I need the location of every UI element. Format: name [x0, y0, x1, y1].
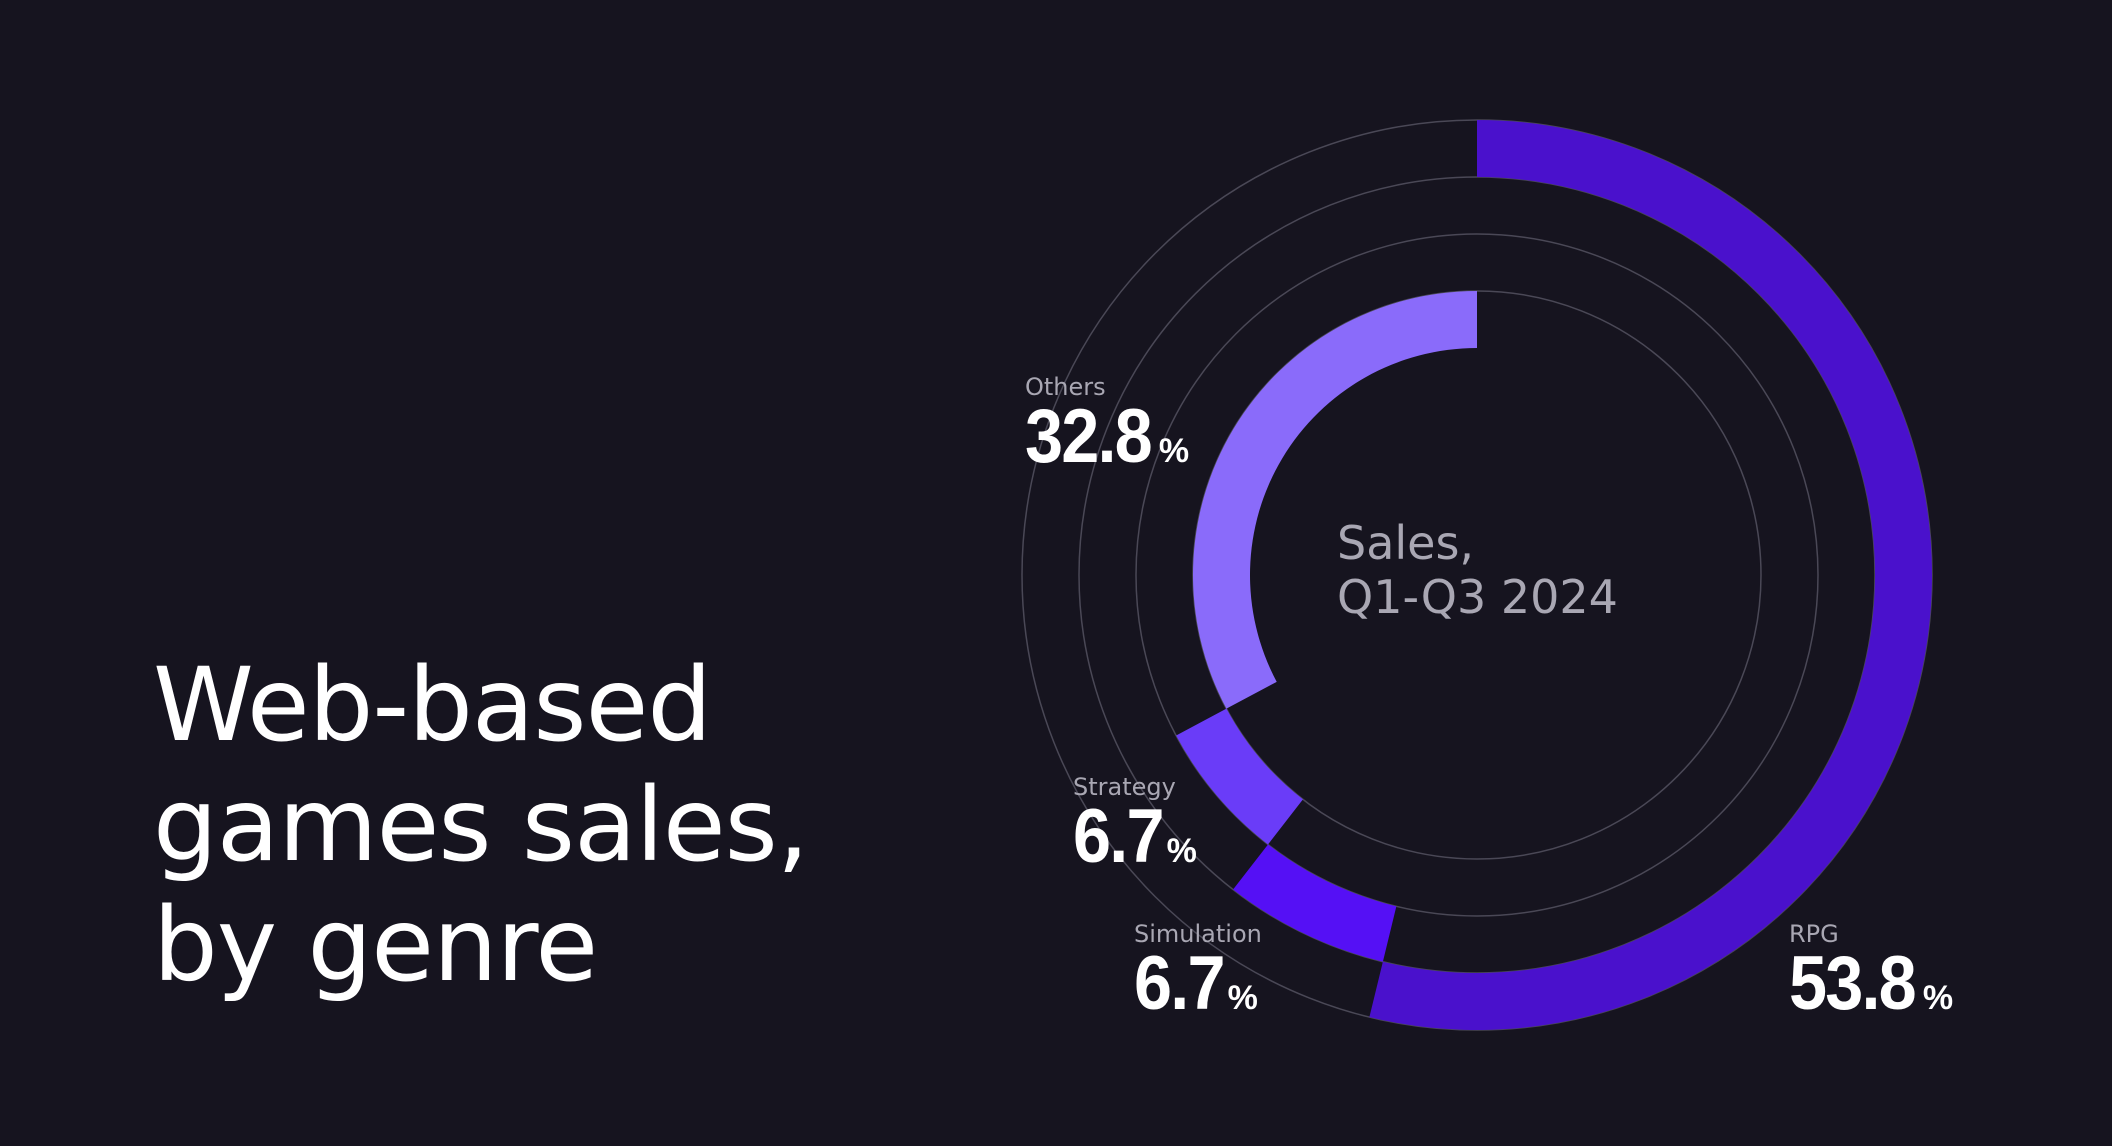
label-rpg-unit: % — [1922, 979, 1954, 1017]
label-rpg-value: 53.8 — [1789, 941, 1917, 1026]
label-simulation-unit: % — [1227, 979, 1258, 1017]
label-strategy-unit: % — [1166, 832, 1197, 870]
label-others-unit: % — [1158, 432, 1190, 470]
label-simulation: Simulation 6.7% — [1134, 920, 1262, 1026]
label-strategy: Strategy 6.7% — [1073, 773, 1197, 879]
segment-strategy — [1176, 708, 1303, 845]
label-strategy-value: 6.7 — [1073, 794, 1164, 879]
label-others-name: Others — [1025, 373, 1106, 401]
label-rpg-name: RPG — [1789, 920, 1839, 948]
label-strategy-name: Strategy — [1073, 773, 1176, 801]
guide-ring-3 — [1135, 233, 1819, 917]
label-rpg: RPG 53.8% — [1789, 920, 1954, 1026]
label-simulation-value: 6.7 — [1134, 941, 1225, 1026]
chart-title: Web-based games sales, by genre — [153, 646, 809, 1005]
segment-others — [1193, 291, 1477, 709]
label-others-value: 32.8 — [1025, 394, 1153, 479]
segment-simulation — [1233, 844, 1397, 962]
label-others: Others 32.8% — [1025, 373, 1190, 479]
chart-center-label: Sales, Q1-Q3 2024 — [1337, 516, 1618, 624]
label-simulation-name: Simulation — [1134, 920, 1262, 948]
